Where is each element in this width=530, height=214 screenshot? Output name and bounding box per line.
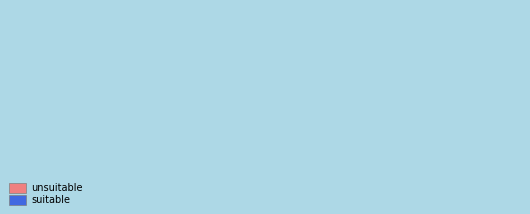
Legend: unsuitable, suitable: unsuitable, suitable: [5, 179, 86, 209]
